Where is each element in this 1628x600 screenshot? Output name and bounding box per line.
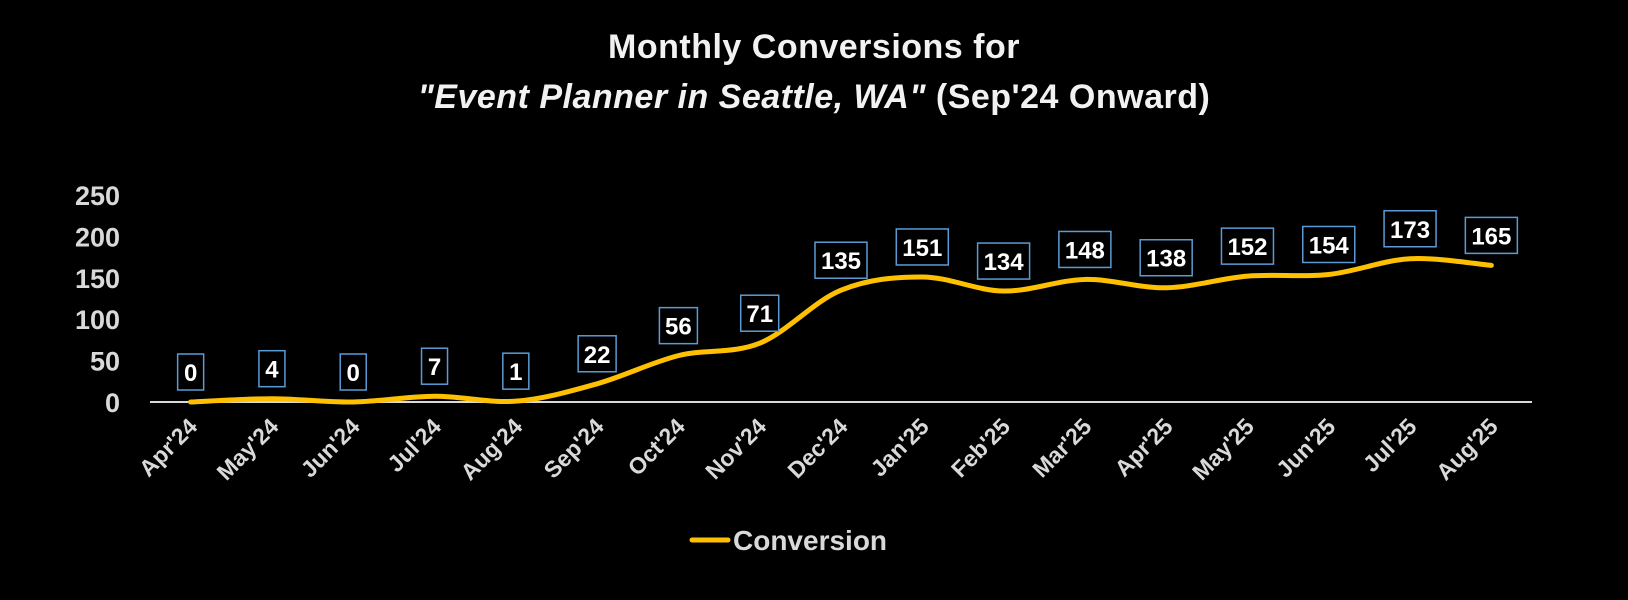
data-label-value: 138: [1146, 246, 1186, 273]
data-label-value: 22: [584, 342, 611, 369]
x-tick-label: May'24: [211, 413, 283, 485]
legend: Conversion: [689, 525, 887, 556]
x-tick-label: Jul'24: [382, 413, 446, 477]
x-tick-label: May'25: [1187, 413, 1259, 485]
data-label-box: [420, 347, 449, 385]
legend-label-conversion[interactable]: Conversion: [733, 525, 887, 556]
data-label-value: 152: [1227, 234, 1267, 261]
x-tick-label: Nov'24: [700, 413, 771, 484]
data-label-value: 135: [821, 248, 861, 275]
data-label-value: 173: [1390, 217, 1430, 244]
data-label-box: [1302, 225, 1356, 264]
y-tick-label: 0: [105, 388, 120, 418]
data-label-box: [258, 349, 286, 388]
data-label: 135: [814, 241, 868, 279]
data-label: 4: [258, 349, 286, 388]
x-tick-label: Jul'25: [1358, 413, 1422, 477]
data-label-value: 151: [902, 235, 942, 262]
data-label-box: [502, 352, 530, 390]
data-label: 0: [339, 353, 367, 391]
data-label-box: [814, 241, 868, 279]
data-label-box: [895, 228, 950, 266]
data-label: 138: [1139, 238, 1193, 277]
data-label: 165: [1464, 216, 1519, 255]
data-label: 152: [1220, 227, 1275, 265]
x-tick-label: Mar'25: [1027, 413, 1096, 482]
x-tick-label: Aug'24: [455, 413, 527, 485]
data-label: 7: [420, 347, 449, 385]
data-label: 151: [895, 228, 950, 266]
x-tick-label: Apr'24: [134, 413, 202, 481]
data-label-box: [658, 306, 699, 345]
data-label-value: 165: [1471, 223, 1511, 250]
data-label: 0: [176, 353, 205, 391]
x-tick-label: Aug'25: [1431, 413, 1503, 485]
data-label-box: [339, 353, 367, 391]
data-label-box: [1464, 216, 1519, 255]
y-tick-label: 100: [75, 305, 120, 335]
x-tick-label: Feb'25: [946, 413, 1015, 482]
data-label-value: 0: [347, 360, 360, 387]
data-label-value: 7: [428, 354, 441, 381]
x-tick-label: Jun'24: [296, 413, 365, 482]
y-tick-label: 50: [90, 347, 120, 377]
series-line-conversion: [188, 256, 1494, 405]
data-label-box: [739, 294, 780, 332]
data-label-value: 148: [1065, 237, 1105, 264]
chart-title-keyword: "Event Planner in Seattle, WA": [417, 78, 926, 116]
data-label-box: [1139, 238, 1193, 277]
data-label: 1: [502, 352, 530, 390]
data-label: 148: [1058, 230, 1112, 269]
data-label-value: 154: [1309, 232, 1350, 259]
data-label-box: [176, 353, 205, 391]
chart-title-line1: Monthly Conversions for: [608, 28, 1020, 66]
data-label-box: [577, 335, 617, 373]
y-tick-label: 250: [75, 181, 120, 211]
data-label-box: [1220, 227, 1275, 265]
data-label: 22: [577, 335, 617, 373]
y-tick-label: 150: [75, 264, 120, 294]
data-label-box: [1383, 210, 1437, 248]
data-label-value: 134: [984, 249, 1025, 276]
x-tick-label: Dec'24: [782, 413, 852, 483]
data-label: 71: [739, 294, 780, 332]
x-tick-label: Oct'24: [622, 413, 690, 481]
data-label: 56: [658, 306, 699, 345]
data-label: 134: [976, 242, 1031, 280]
chart-title-line2: "Event Planner in Seattle, WA" (Sep'24 O…: [0, 78, 1628, 117]
data-label-box: [976, 242, 1031, 280]
x-tick-label: Jun'25: [1271, 413, 1340, 482]
x-axis: Apr'24 May'24 Jun'24 Jul'24 Aug'24 Sep'24 Oct'…: [134, 413, 1503, 485]
data-label-value: 4: [265, 357, 279, 384]
data-label-value: 0: [184, 360, 197, 387]
data-label: 154: [1302, 225, 1356, 264]
x-tick-label: Jan'25: [865, 413, 934, 482]
y-tick-label: 200: [75, 222, 120, 252]
x-tick-label: Sep'24: [538, 413, 608, 483]
data-label-value: 1: [509, 359, 522, 386]
chart-title-suffix: (Sep'24 Onward): [925, 78, 1211, 116]
y-axis: 0 50 100 150 200 250: [75, 181, 120, 418]
data-label: 173: [1383, 210, 1437, 248]
x-tick-label: Apr'25: [1109, 413, 1177, 481]
data-label-value: 71: [746, 301, 773, 328]
data-label-value: 56: [665, 314, 692, 341]
data-label-box: [1058, 230, 1112, 269]
